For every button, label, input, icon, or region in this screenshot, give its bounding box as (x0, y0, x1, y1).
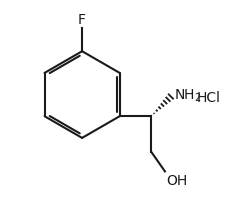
Text: OH: OH (166, 174, 187, 188)
Text: F: F (78, 13, 86, 27)
Text: NH$_2$: NH$_2$ (174, 87, 201, 104)
Text: HCl: HCl (196, 91, 220, 106)
